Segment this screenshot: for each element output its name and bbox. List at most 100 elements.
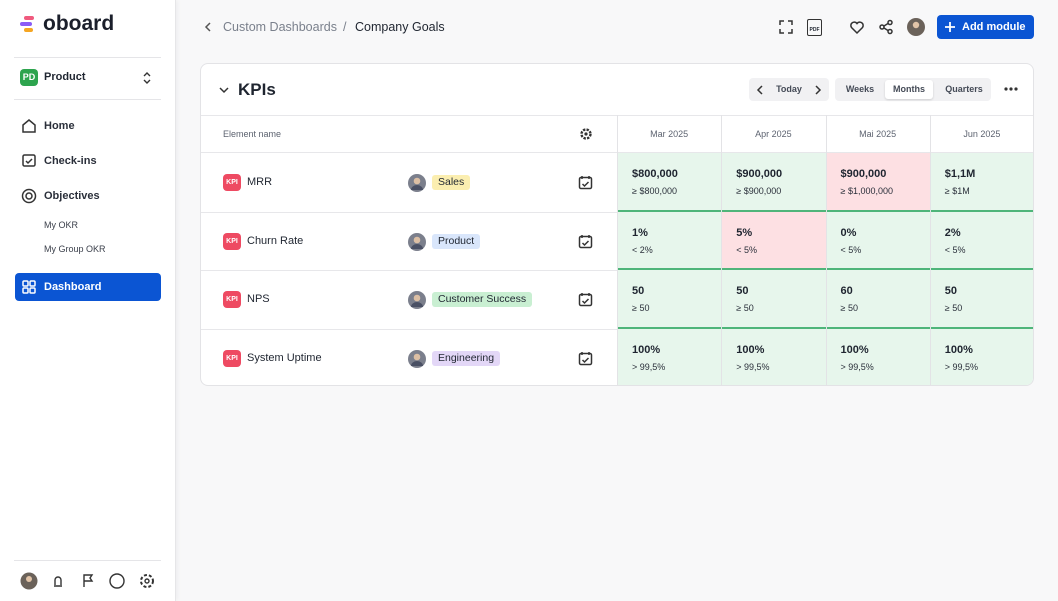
kpi-cell[interactable] (826, 211, 930, 270)
cell-value: 2% (944, 226, 961, 239)
kpi-card: KPIs Today Weeks Months Quarters Element n… (200, 63, 1034, 386)
cell-value: 100% (840, 343, 869, 356)
kpi-cell[interactable] (722, 153, 826, 212)
cell-target: < 5% (944, 244, 966, 255)
breadcrumb-current: Company Goals (355, 20, 445, 34)
kpi-cell[interactable] (722, 328, 826, 385)
cell-target: ≥ $900,000 (736, 186, 782, 196)
kpi-cell[interactable] (826, 328, 930, 385)
kpi-cell[interactable] (618, 328, 722, 385)
cell-value: 100% (736, 343, 765, 356)
column-divider (617, 115, 618, 385)
kpi-cell[interactable] (930, 270, 1033, 329)
cell-value: 1% (632, 226, 648, 239)
cell-target: > 99,5% (736, 361, 770, 372)
kpi-cell[interactable] (930, 211, 1033, 270)
favorite-icon[interactable] (849, 19, 865, 35)
column-divider (721, 115, 723, 385)
period-header: Jun 2025 (963, 129, 1001, 139)
cell-target: > 99,5% (840, 361, 874, 372)
nav-active[interactable] (15, 273, 161, 301)
kpi-cell[interactable] (722, 211, 826, 270)
checkin-icon[interactable] (578, 351, 593, 366)
view-option[interactable]: Quarters (945, 84, 983, 94)
objectives-icon (21, 188, 37, 204)
kpi-cell[interactable] (930, 153, 1033, 212)
cell-target: > 99,5% (944, 361, 979, 372)
kpi-name[interactable]: NPS (247, 293, 270, 305)
pdf-button[interactable]: PDF (807, 19, 822, 36)
next-period[interactable] (813, 84, 823, 96)
workspace-badge: PD (20, 69, 38, 86)
cell-target: ≥ $800,000 (632, 186, 677, 196)
module-title: KPIs (238, 80, 276, 99)
kpi-cell[interactable] (826, 153, 930, 212)
sidebar: oboard PD Product Home Check-ins Objecti… (0, 0, 176, 601)
fullscreen-icon[interactable] (778, 19, 794, 35)
cell-value: 50 (944, 285, 957, 297)
nav-subitem[interactable]: My OKR (44, 220, 79, 230)
kpi-badge: KPI (223, 174, 241, 191)
kpi-cell[interactable] (618, 211, 722, 270)
kpi-cell[interactable] (618, 153, 722, 212)
breadcrumb-separator: / (343, 20, 347, 34)
cell-value: 60 (840, 285, 853, 297)
cell-value: $900,000 (840, 168, 887, 180)
nav-item[interactable]: Check-ins (44, 155, 97, 167)
owner-avatar (408, 232, 426, 251)
checkin-icon[interactable] (578, 175, 593, 190)
owner-avatar (408, 174, 426, 192)
checkin-icon[interactable] (578, 292, 593, 307)
sidebar-footer-icons[interactable] (20, 572, 160, 590)
cell-value: 5% (736, 226, 753, 239)
view-option[interactable]: Months (885, 80, 933, 99)
kpi-name[interactable]: System Uptime (247, 351, 322, 364)
kpi-cell[interactable] (722, 270, 826, 329)
owner-tag: Customer Success (432, 292, 533, 307)
share-icon[interactable] (878, 19, 894, 35)
cell-value: 50 (632, 285, 645, 297)
prev-period[interactable] (755, 84, 765, 96)
owner-tag: Engineering (432, 350, 501, 366)
cell-value: 50 (736, 285, 749, 297)
kpi-badge: KPI (223, 349, 241, 367)
today-button[interactable]: Today (776, 84, 802, 94)
kpi-name[interactable]: MRR (247, 176, 273, 188)
kpi-badge: KPI (223, 291, 241, 308)
cell-target: < 5% (736, 244, 758, 255)
view-option[interactable]: Weeks (845, 84, 875, 94)
row-divider (201, 270, 617, 271)
collapse-icon[interactable] (218, 84, 230, 96)
kpi-cell[interactable] (618, 270, 722, 329)
settings-icon[interactable] (579, 127, 593, 141)
cell-target: ≥ $1,000,000 (840, 186, 893, 196)
column-divider (825, 115, 827, 385)
row-divider (201, 211, 617, 213)
more-icon[interactable] (1004, 86, 1018, 92)
nav-subitem[interactable]: My Group OKR (44, 244, 106, 254)
kpi-cell[interactable] (826, 270, 930, 329)
period-header: Apr 2025 (755, 129, 792, 139)
nav-item[interactable]: Home (44, 120, 75, 132)
checkin-icon[interactable] (578, 234, 593, 249)
view-switch: Weeks Months Quarters (835, 78, 991, 101)
home-icon (22, 119, 36, 133)
owner-avatar (408, 349, 426, 368)
back-icon[interactable] (203, 21, 213, 33)
workspace-switch[interactable] (142, 71, 152, 85)
cell-target: < 5% (840, 244, 862, 255)
nav-item[interactable]: Objectives (44, 190, 100, 202)
column-header: Element name (223, 129, 282, 139)
kpi-cell[interactable] (930, 328, 1033, 385)
cell-value: $800,000 (632, 168, 678, 180)
kpi-name[interactable]: Churn Rate (247, 234, 304, 247)
owner-avatar (408, 291, 426, 309)
breadcrumb-link[interactable]: Custom Dashboards (223, 20, 337, 34)
cell-target: ≥ $1M (944, 186, 970, 196)
cell-target: ≥ 50 (632, 303, 650, 313)
workspace-name[interactable]: Product (44, 71, 86, 83)
user-avatar[interactable] (907, 18, 925, 36)
nav-item[interactable]: Dashboard (44, 281, 102, 293)
